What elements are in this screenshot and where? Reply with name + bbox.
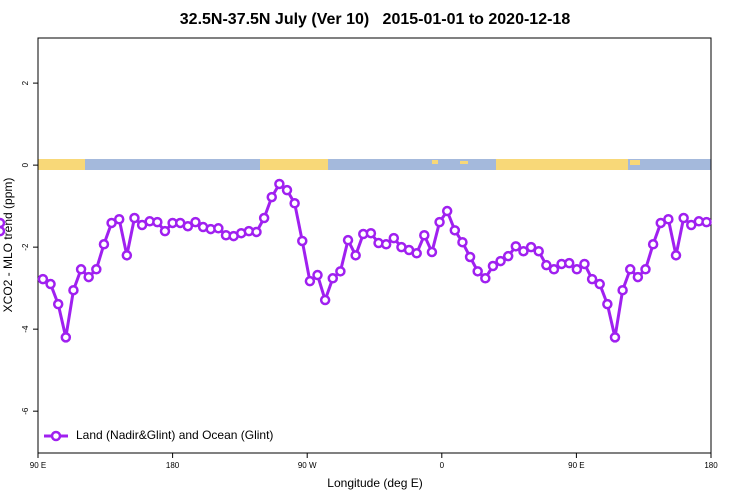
- data-point: [327, 273, 339, 284]
- data-point: [342, 234, 354, 246]
- data-point: [121, 250, 133, 261]
- data-point: [91, 264, 102, 275]
- data-point: [380, 239, 392, 250]
- data-point: [68, 284, 79, 296]
- data-point: [258, 212, 270, 224]
- data-point: [701, 216, 712, 228]
- data-point: [678, 212, 689, 224]
- chart-title: 32.5N-37.5N July (Ver 10) 2015-01-01 to …: [180, 11, 571, 28]
- data-point: [98, 239, 110, 250]
- data-point: [319, 294, 331, 306]
- data-point: [495, 255, 506, 267]
- x-tick-label: 90 E: [30, 461, 46, 470]
- data-point: [640, 264, 651, 275]
- land-ocean-strip: [38, 159, 711, 170]
- data-point: [83, 271, 94, 283]
- y-tick-label: 0: [21, 162, 30, 167]
- data-point: [609, 332, 621, 343]
- data-point: [0, 225, 6, 237]
- x-tick-label: 90 W: [298, 461, 317, 470]
- data-point: [312, 269, 323, 281]
- data-point: [281, 184, 293, 196]
- data-point: [586, 273, 598, 285]
- data-point: [449, 225, 461, 236]
- data-point: [289, 198, 300, 209]
- data-point: [579, 258, 590, 270]
- data-point: [457, 236, 468, 248]
- data-point: [335, 266, 346, 277]
- x-tick-label: 0: [440, 461, 445, 470]
- data-point: [411, 248, 422, 259]
- data-point: [533, 245, 544, 257]
- data-point: [434, 216, 445, 228]
- data-point: [37, 273, 49, 285]
- data-point: [548, 264, 560, 275]
- data-point: [464, 251, 476, 263]
- data-point: [388, 232, 400, 244]
- data-point: [419, 229, 430, 241]
- data-point: [52, 298, 64, 310]
- data-point: [525, 241, 537, 253]
- data-point: [617, 284, 628, 296]
- x-tick-label: 90 E: [568, 461, 584, 470]
- y-tick-label: -2: [21, 243, 30, 251]
- data-point: [571, 264, 583, 275]
- data-point: [182, 220, 194, 232]
- x-axis-label: Longitude (deg E): [327, 476, 422, 490]
- data-point: [0, 217, 6, 229]
- data-point: [75, 264, 87, 275]
- x-tick-label: 180: [704, 461, 718, 470]
- data-point: [350, 250, 361, 261]
- data-point: [480, 273, 491, 284]
- data-point: [647, 239, 659, 250]
- data-point: [60, 332, 72, 343]
- x-tick-label: 180: [166, 461, 180, 470]
- data-point: [563, 257, 575, 269]
- data-point: [365, 227, 377, 239]
- data-point: [487, 260, 499, 272]
- data-point: [113, 214, 125, 225]
- data-point: [152, 216, 163, 228]
- data-point: [159, 225, 171, 237]
- data-point: [274, 178, 285, 190]
- data-point: [441, 205, 453, 217]
- data-point: [304, 275, 316, 287]
- y-tick-label: -4: [21, 325, 30, 333]
- data-point: [266, 191, 278, 203]
- legend-label: Land (Nadir&Glint) and Ocean (Glint): [76, 428, 273, 442]
- y-tick-label: -6: [21, 407, 30, 415]
- data-point: [45, 278, 56, 290]
- data-point: [541, 259, 552, 271]
- data-line: [42, 181, 707, 338]
- data-point: [190, 216, 201, 228]
- data-point: [663, 214, 674, 225]
- data-point: [251, 226, 262, 238]
- data-point: [594, 278, 605, 290]
- y-axis-label: XCO2 - MLO trend (ppm): [1, 178, 15, 313]
- data-point: [502, 250, 514, 262]
- data-point: [632, 271, 644, 283]
- data-point: [670, 250, 682, 261]
- data-point: [624, 264, 636, 275]
- data-point: [297, 235, 308, 247]
- data-point: [510, 241, 522, 252]
- legend-marker: [50, 430, 62, 442]
- data-point: [129, 212, 140, 224]
- data-point: [518, 245, 529, 257]
- data-point: [426, 246, 438, 258]
- y-tick-label: 2: [21, 80, 30, 85]
- legend: Land (Nadir&Glint) and Ocean (Glint): [44, 428, 273, 442]
- data-point: [602, 298, 613, 310]
- plot-frame: [37, 37, 712, 454]
- data-point: [472, 266, 483, 277]
- data-point: [213, 223, 224, 234]
